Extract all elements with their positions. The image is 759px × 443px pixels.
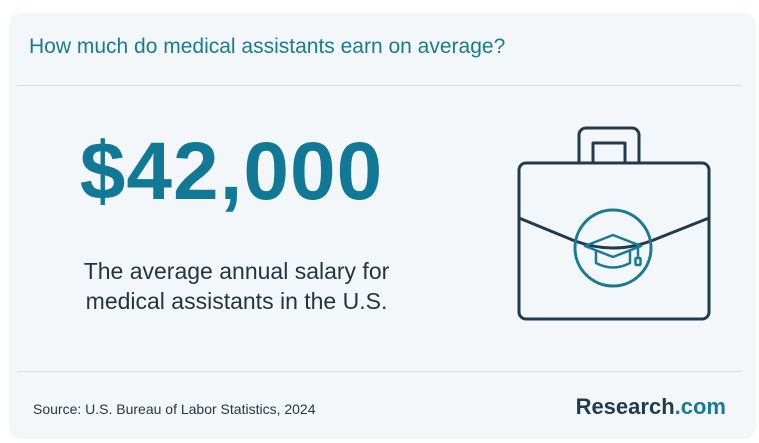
logo-tld: .com xyxy=(674,394,726,419)
header-divider xyxy=(17,85,742,86)
infographic-card: How much do medical assistants earn on a… xyxy=(9,13,756,439)
source-citation: Source: U.S. Bureau of Labor Statistics,… xyxy=(33,401,316,417)
salary-value: $42,000 xyxy=(79,126,384,217)
salary-description: The average annual salary for medical as… xyxy=(83,258,390,314)
footer-divider xyxy=(17,371,742,372)
briefcase-graduation-cap-icon xyxy=(505,123,721,323)
research-com-logo[interactable]: Research.com xyxy=(576,394,726,420)
page-title: How much do medical assistants earn on a… xyxy=(29,35,506,58)
logo-brand: Research xyxy=(575,394,675,419)
